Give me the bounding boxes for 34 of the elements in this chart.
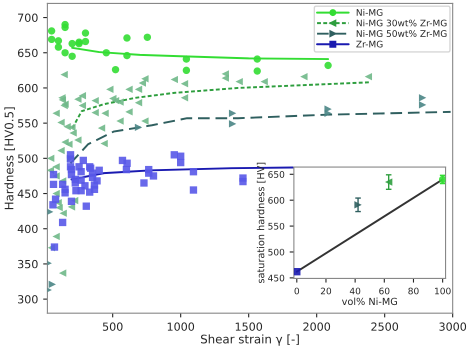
x-tick-label: 0 [294, 288, 300, 294]
y-tick-label: 550 [268, 222, 284, 230]
x-tick-label: 2000 [303, 322, 330, 331]
y-tick-label: 500 [18, 154, 38, 163]
x-tick-label: 500 [102, 322, 123, 331]
legend-label: Ni-MG 30wt% Zr-MG [356, 19, 447, 26]
y-tick-label: 650 [18, 48, 38, 58]
y-tick-label: 550 [18, 119, 38, 128]
y-axis-title: saturation hardness [HV] [256, 162, 266, 284]
x-axis-title: Shear strain γ [-] [200, 334, 299, 346]
legend-label: Ni-MG [356, 8, 382, 16]
y-tick-label: 650 [268, 171, 284, 178]
x-tick-label: 2500 [371, 322, 398, 331]
x-tick-label: 80 [408, 288, 419, 294]
y-tick-label: 600 [268, 196, 284, 204]
y-tick-label: 350 [18, 260, 38, 268]
x-tick-label: 3000 [439, 322, 466, 331]
y-tick-label: 600 [18, 84, 38, 92]
y-axis-title: Hardness [HV0.5] [4, 107, 15, 210]
y-tick-label: 400 [18, 224, 38, 234]
x-tick-label: 60 [379, 288, 390, 294]
y-tick-label: 500 [268, 248, 284, 256]
x-tick-label: 1000 [168, 322, 194, 331]
x-tick-label: 20 [320, 288, 332, 294]
y-tick-label: 450 [268, 274, 284, 282]
y-tick-label: 450 [18, 190, 38, 198]
y-tick-label: 700 [18, 14, 38, 22]
x-tick-label: 1500 [236, 322, 262, 331]
legend-label: Zr-MG [356, 40, 382, 48]
legend-label: Ni-MG 50wt% Zr-MG [356, 30, 447, 37]
x-axis-title: vol% Ni-MG [342, 298, 397, 306]
y-tick-label: 300 [18, 295, 38, 304]
x-tick-label: 100 [435, 288, 451, 294]
x-tick-label: 40 [350, 288, 360, 294]
